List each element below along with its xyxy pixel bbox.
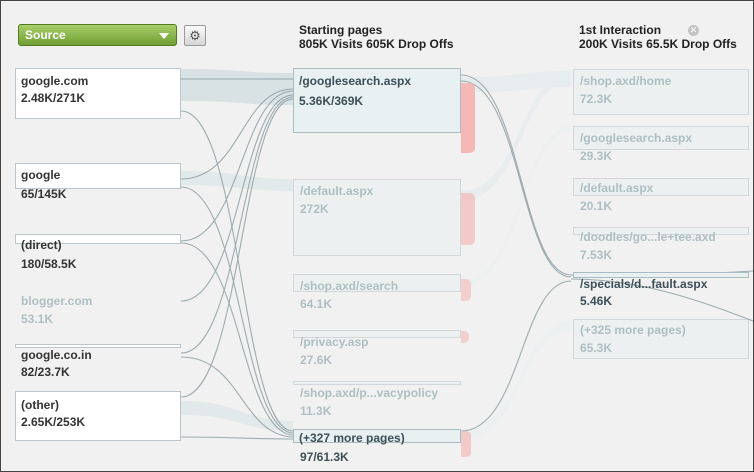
flow-line	[460, 80, 572, 278]
source-name: (direct)	[21, 238, 62, 252]
interaction-value: 72.3K	[580, 92, 613, 106]
starting-page-node[interactable]: /googlesearch.aspx 5.36K/369K	[293, 68, 461, 133]
dropoff-bar	[461, 431, 471, 457]
interaction-value: 65.3K	[580, 341, 613, 355]
interaction-node[interactable]	[573, 227, 749, 235]
interaction-node[interactable]	[573, 272, 749, 278]
close-circle-icon[interactable]: ✕	[688, 25, 699, 36]
interaction-name: /shop.axd/home	[580, 74, 672, 88]
first-interaction-header: 1st Interaction 200K Visits 65.5K Drop O…	[579, 23, 737, 51]
flow-line	[460, 280, 572, 432]
interaction-value: 20.1K	[580, 199, 613, 213]
source-value: 82/23.7K	[21, 365, 70, 379]
interaction-node[interactable]	[573, 319, 749, 359]
flow-line	[180, 356, 294, 438]
interaction-value: 7.53K	[580, 248, 613, 262]
source-name[interactable]: blogger.com	[21, 294, 93, 308]
dropoff-bar	[461, 331, 469, 343]
page-name: /default.aspx	[300, 184, 374, 198]
source-dropdown-label: Source	[25, 28, 66, 42]
interaction-name: /default.aspx	[580, 181, 654, 195]
source-name: (other)	[21, 398, 59, 412]
flow-line	[180, 88, 294, 180]
starting-page-node[interactable]: (+327 more pages)	[293, 429, 461, 445]
interaction-name: /googlesearch.aspx	[580, 131, 693, 145]
page-value: 97/61.3K	[300, 450, 349, 464]
starting-page-node[interactable]	[293, 330, 461, 338]
starting-page-node[interactable]	[293, 274, 461, 292]
first-interaction-summary: 200K Visits 65.5K Drop Offs	[579, 37, 737, 51]
page-value: 11.3K	[300, 404, 332, 418]
starting-pages-summary: 805K Visits 605K Drop Offs	[299, 37, 454, 51]
dropoff-bar	[461, 193, 475, 245]
page-name: (+327 more pages)	[299, 431, 405, 445]
page-name: /googlesearch.aspx	[299, 74, 412, 88]
interaction-value: 29.3K	[580, 149, 613, 163]
flow-line	[180, 90, 294, 242]
gear-icon: ⚙	[189, 28, 201, 43]
page-name: /privacy.asp	[300, 335, 369, 349]
flow-band	[181, 69, 293, 105]
flow-line	[570, 278, 753, 322]
source-node-other[interactable]: (other) 2.65K/253K	[15, 391, 181, 441]
source-node-google[interactable]: google	[15, 163, 181, 189]
page-value: 64.1K	[300, 297, 333, 311]
flow-line	[180, 110, 294, 432]
flow-line	[460, 74, 572, 276]
page-name: /shop.axd/p...vacypolicy	[300, 386, 439, 400]
source-value: 2.65K/253K	[21, 415, 86, 429]
flow-band	[181, 401, 293, 431]
starting-page-node[interactable]	[293, 179, 461, 256]
page-value: 27.6K	[300, 353, 333, 367]
flow-line	[180, 242, 294, 436]
chevron-down-icon	[159, 33, 169, 39]
settings-button[interactable]: ⚙	[184, 25, 206, 46]
source-value: 180/58.5K	[21, 257, 77, 271]
dropoff-bar	[461, 279, 471, 301]
starting-page-node[interactable]	[293, 381, 461, 385]
flow-line	[180, 98, 294, 398]
interaction-name: /doodles/go...le+tee.axd	[580, 230, 716, 244]
source-name: google	[21, 168, 61, 182]
flow-band	[181, 171, 293, 191]
interaction-name: (+325 more pages)	[580, 323, 686, 337]
source-node-direct[interactable]: (direct)	[15, 234, 181, 252]
source-node-google-com[interactable]: google.com 2.48K/271K	[15, 68, 181, 119]
source-dropdown[interactable]: Source	[18, 24, 177, 46]
flow-band	[461, 321, 571, 441]
flow-band	[461, 126, 571, 287]
source-value: 65/145K	[21, 187, 67, 201]
interaction-value: 5.46K	[580, 294, 613, 308]
flow-line	[180, 96, 294, 354]
source-value: 53.1K	[21, 312, 54, 326]
flow-line	[180, 436, 294, 440]
source-value: 2.48K/271K	[21, 91, 86, 105]
first-interaction-title: 1st Interaction	[579, 23, 662, 37]
page-value: 272K	[300, 202, 329, 216]
flow-line	[180, 186, 294, 434]
interaction-name: /specials/d...fault.aspx	[580, 277, 708, 291]
starting-pages-title: Starting pages	[299, 23, 383, 37]
dropoff-bar	[461, 83, 475, 153]
source-node-google-co-in[interactable]	[15, 344, 181, 348]
page-value: 5.36K/369K	[299, 94, 364, 108]
page-name: /shop.axd/search	[300, 279, 399, 293]
source-name: google.co.in	[21, 348, 92, 362]
starting-pages-header: Starting pages 805K Visits 605K Drop Off…	[299, 23, 454, 51]
interaction-node[interactable]	[573, 69, 749, 115]
source-name: google.com	[21, 74, 89, 88]
flow-band	[461, 71, 571, 93]
flow-line	[180, 94, 294, 302]
interaction-node[interactable]	[573, 178, 749, 196]
interaction-node[interactable]	[573, 126, 749, 150]
